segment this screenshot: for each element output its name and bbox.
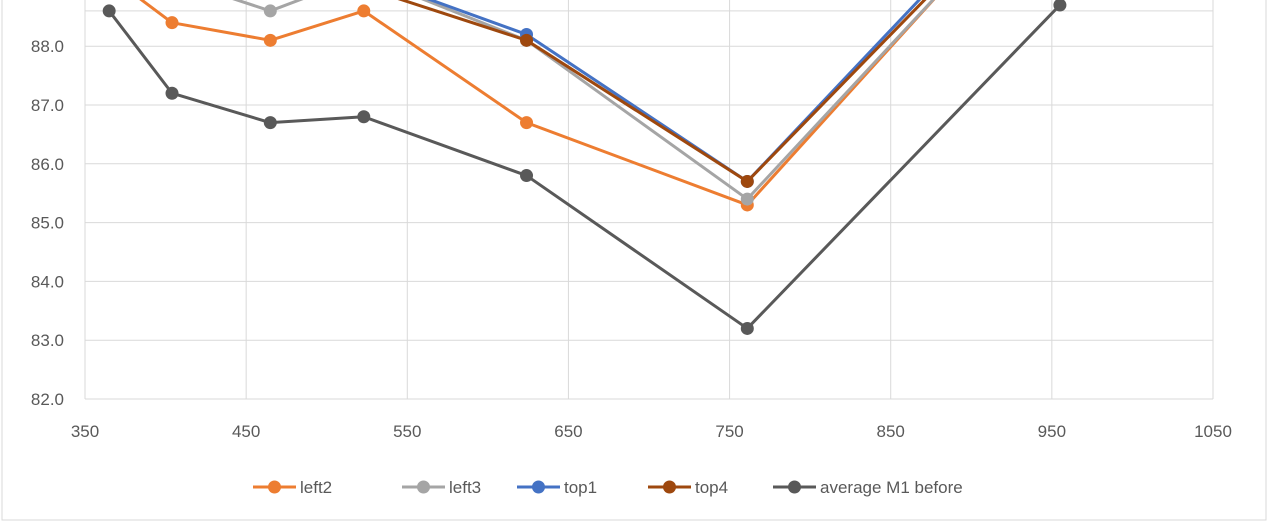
x-tick-label: 850 bbox=[877, 422, 905, 441]
y-tick-label: 85.0 bbox=[31, 214, 64, 233]
series-line bbox=[397, 0, 927, 183]
data-point bbox=[520, 169, 534, 183]
legend-label: left3 bbox=[449, 478, 481, 497]
data-point bbox=[263, 116, 277, 130]
x-tick-label: 650 bbox=[554, 422, 582, 441]
data-point bbox=[357, 110, 371, 124]
legend-label: top1 bbox=[564, 478, 597, 497]
gridlines bbox=[84, 0, 1214, 400]
data-point bbox=[520, 33, 534, 47]
legend-item: left2 bbox=[253, 478, 332, 497]
legend-label: average M1 before bbox=[820, 478, 963, 497]
series-line bbox=[139, 0, 936, 207]
data-point bbox=[357, 4, 371, 18]
data-point bbox=[740, 174, 754, 188]
y-tick-label: 82.0 bbox=[31, 390, 64, 409]
data-point bbox=[1053, 0, 1067, 12]
y-tick-label: 84.0 bbox=[31, 272, 64, 291]
series-top4 bbox=[397, 0, 927, 188]
legend-item: top1 bbox=[517, 478, 597, 497]
data-point bbox=[520, 116, 534, 130]
series-line bbox=[107, 3, 1061, 330]
x-tick-label: 950 bbox=[1038, 422, 1066, 441]
series-line bbox=[232, 0, 935, 201]
legend-marker bbox=[268, 480, 281, 494]
data-point bbox=[740, 192, 754, 206]
legend-item: average M1 before bbox=[773, 478, 963, 497]
legend-item: top4 bbox=[648, 478, 728, 497]
x-tick-label: 750 bbox=[715, 422, 743, 441]
data-point bbox=[740, 321, 754, 335]
series-top1 bbox=[426, 0, 922, 188]
legend-label: left2 bbox=[300, 478, 332, 497]
series-average-m1-before bbox=[102, 0, 1067, 335]
legend-marker bbox=[788, 480, 801, 494]
series-left2 bbox=[139, 0, 936, 212]
legend-marker bbox=[417, 480, 430, 494]
x-tick-label: 350 bbox=[71, 422, 99, 441]
data-point bbox=[165, 16, 179, 30]
data-point bbox=[263, 4, 277, 18]
series-line bbox=[426, 0, 922, 183]
x-tick-label: 1050 bbox=[1194, 422, 1232, 441]
y-tick-label: 83.0 bbox=[31, 331, 64, 350]
axes: 82.0 83.0 84.0 85.0 86.0 87.0 88.0 350 450 550 650… bbox=[31, 37, 1232, 441]
x-tick-label: 450 bbox=[232, 422, 260, 441]
legend-item: left3 bbox=[402, 478, 481, 497]
y-tick-label: 87.0 bbox=[31, 96, 64, 115]
data-point bbox=[165, 86, 179, 100]
legend-marker bbox=[663, 480, 676, 494]
y-tick-label: 86.0 bbox=[31, 155, 64, 174]
y-tick-label: 88.0 bbox=[31, 37, 64, 56]
data-point bbox=[263, 33, 277, 47]
legend: left2 left3 top1 top4 average M1 before bbox=[253, 478, 963, 497]
x-tick-label: 550 bbox=[393, 422, 421, 441]
data-point bbox=[102, 4, 116, 18]
series-lines bbox=[102, 0, 1067, 335]
legend-marker bbox=[532, 480, 545, 494]
legend-label: top4 bbox=[695, 478, 728, 497]
